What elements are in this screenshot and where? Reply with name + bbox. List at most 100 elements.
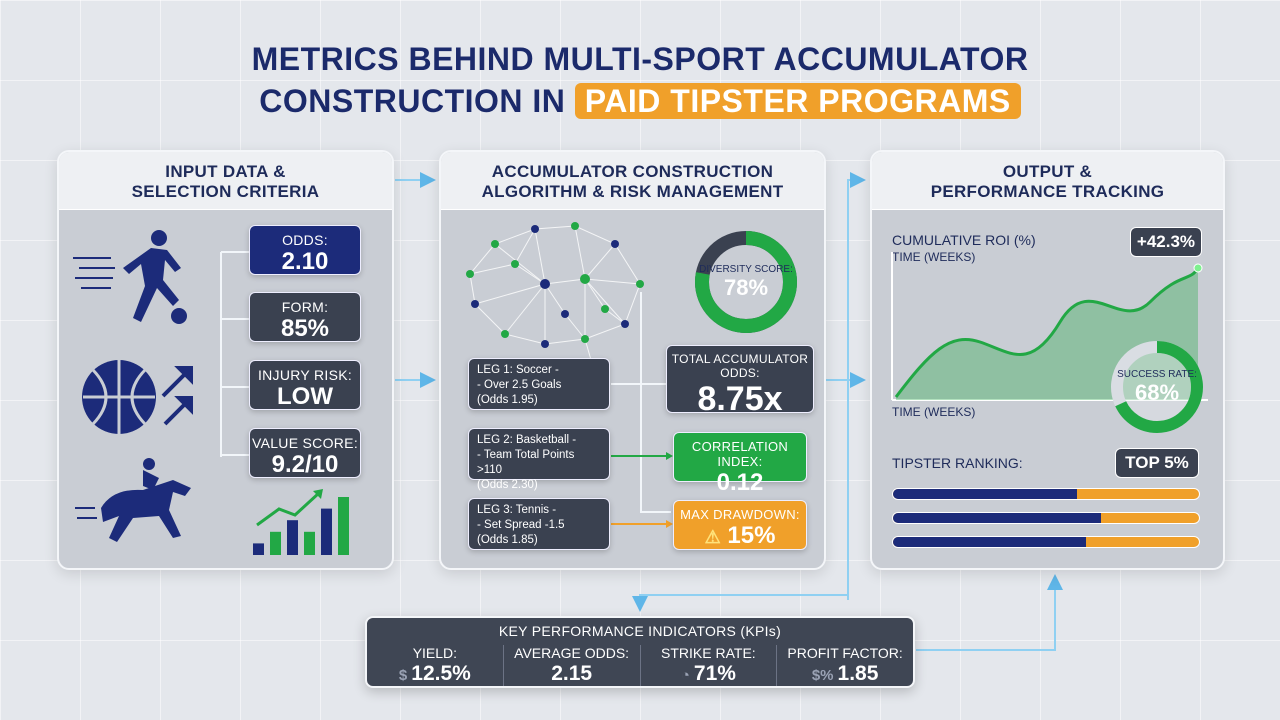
total-odds-box: TOTAL ACCUMULATOR ODDS: 8.75x [666,345,814,418]
ranking-bar-fill-3 [893,537,1086,547]
kpi-yield-value: 12.5% [411,662,471,685]
ranking-bar-2 [892,512,1200,524]
max-drawdown-box: MAX DRAWDOWN: ⚠ 15% [673,500,807,550]
input-data-panel: INPUT DATA & SELECTION CRITERIA [57,150,394,570]
title-line-2a: CONSTRUCTION IN [259,83,575,119]
total-odds-value: 8.75x [697,380,783,418]
horse-racing-icon [75,458,191,542]
drawdown-row: ⚠ 15% [674,522,806,550]
correlation-value: 0.12 [716,469,764,496]
pie-icon: ◔ [680,667,690,684]
warning-icon: ⚠ [704,527,721,547]
odds-metric: ODDS: 2.10 [249,225,361,275]
roi-badge: +42.3% [1130,227,1202,257]
ranking-label: TIPSTER RANKING: [892,455,1023,471]
drawdown-value: 15% [727,522,776,549]
leg-1-line1: LEG 1: Soccer - [477,364,559,376]
leg-3-line3: (Odds 1.85) [477,534,538,546]
leg-3-card: LEG 3: Tennis - - Set Spread -1.5 (Odds … [468,498,610,550]
title-highlight: PAID TIPSTER PROGRAMS [574,83,1021,119]
drawdown-label: MAX DRAWDOWN: [680,507,800,522]
input-panel-heading: INPUT DATA & SELECTION CRITERIA [59,152,392,210]
bar-chart-icon [253,489,349,555]
diversity-value: 78% [723,275,769,300]
kpi-average-odds-label: AVERAGE ODDS: [514,645,630,661]
correlation-index-box: CORRELATION INDEX: 0.12 [673,432,807,496]
kpi-strike-rate: STRIKE RATE: ◔ 71% [639,645,777,686]
ranking-badge: TOP 5% [1115,448,1199,478]
roi-label: CUMULATIVE ROI (%) [892,232,1036,248]
input-heading-line1: INPUT DATA & [165,162,286,181]
kpi-strike-rate-label: STRIKE RATE: [661,645,756,661]
kpi-yield-label: YIELD: [412,645,458,661]
kpi-profit-row: $% 1.85 [777,662,913,686]
leg-1-line3: (Odds 1.95) [477,394,538,406]
diversity-score-ring [695,231,797,333]
title-line-1: METRICS BEHIND MULTI-SPORT ACCUMULATOR [251,41,1029,77]
leg-2-line3: (Odds 2.30) [477,479,538,491]
kpi-average-odds-value: 2.15 [551,662,593,685]
kpi-items: YIELD: $12.5% AVERAGE ODDS: 2.15 STRIKE … [367,645,913,686]
kpi-strike-rate-value: 71% [693,662,736,685]
success-rate: SUCCESS RATE: 68% [1107,369,1207,406]
kpi-yield-row: $12.5% [367,662,503,686]
form-metric: FORM: 85% [249,292,361,342]
leg-3-line2: - Set Spread -1.5 [477,519,565,531]
algorithm-panel-heading: ACCUMULATOR CONSTRUCTION ALGORITHM & RIS… [441,152,824,210]
leg-connectors [611,292,673,528]
diversity-label: DIVERSITY SCORE: [699,264,793,275]
success-label: SUCCESS RATE: [1117,369,1197,380]
metric-bracket [220,251,249,457]
algorithm-heading-line2: ALGORITHM & RISK MANAGEMENT [481,182,784,201]
success-rate-ring [1111,341,1203,433]
kpi-profit-factor-label: PROFIT FACTOR: [787,645,903,661]
arrow-to-kpi [632,594,848,612]
injury-risk-label: INJURY RISK: [257,367,353,383]
correlation-label: CORRELATION INDEX: [691,439,789,469]
kpi-yield: YIELD: $12.5% [367,645,503,686]
ranking-bar-3 [892,536,1200,548]
mini-bar [338,497,349,555]
input-heading-line2: SELECTION CRITERIA [131,182,320,201]
dollar-icon: $ [398,667,408,684]
diversity-score: DIVERSITY SCORE: 78% [691,264,801,301]
arrow-kpi-to-p3 [916,574,1063,651]
algorithm-heading-line1: ACCUMULATOR CONSTRUCTION [491,162,774,181]
value-score-metric: VALUE SCORE: 9.2/10 [249,428,361,478]
leg-2-card: LEG 2: Basketball - - Team Total Points … [468,428,610,491]
leg-1-line2: - Over 2.5 Goals [477,379,562,391]
injury-risk-value: LOW [277,383,333,410]
odds-value: 2.10 [281,248,329,275]
page-title: METRICS BEHIND MULTI-SPORT ACCUMULATOR C… [0,38,1280,122]
kpi-panel: KEY PERFORMANCE INDICATORS (KPIs) YIELD:… [365,616,915,688]
success-value: 68% [1134,380,1180,405]
output-panel: OUTPUT & PERFORMANCE TRACKING CUMULATIVE… [870,150,1225,570]
basketball-icon [82,360,193,434]
kpi-profit-factor-value: 1.85 [837,662,879,685]
ranking-bar-1 [892,488,1200,500]
title-line-2: CONSTRUCTION IN PAID TIPSTER PROGRAMS [0,80,1280,122]
output-heading-line2: PERFORMANCE TRACKING [930,182,1165,201]
kpi-title: KEY PERFORMANCE INDICATORS (KPIs) [498,623,782,639]
leg-2-line2: - Team Total Points >110 [477,449,575,476]
mini-bar [253,543,264,555]
leg-3-line1: LEG 3: Tennis - [477,504,557,516]
arrow-p2-p3-top [847,172,866,600]
value-score-value: 9.2/10 [271,451,339,478]
roi-line [894,267,1200,398]
output-heading-line1: OUTPUT & [1002,162,1093,181]
injury-risk-metric: INJURY RISK: LOW [249,360,361,410]
roi-sub-label: TIME (WEEKS) [892,250,976,264]
kpi-profit-factor: PROFIT FACTOR: $% 1.85 [776,645,913,686]
leg-2-line1: LEG 2: Basketball - [477,434,577,446]
kpi-average-odds: AVERAGE ODDS: 2.15 [502,645,640,686]
ranking-bar-fill-1 [893,489,1077,499]
value-score-label: VALUE SCORE: [251,435,359,451]
soccer-player-icon [73,230,187,324]
mini-bar [321,508,332,555]
output-panel-heading: OUTPUT & PERFORMANCE TRACKING [872,152,1223,210]
dollar-percent-icon: $% [811,667,834,684]
mini-bar [287,520,298,555]
form-value: 85% [280,315,330,342]
kpi-strike-row: ◔ 71% [641,662,777,686]
